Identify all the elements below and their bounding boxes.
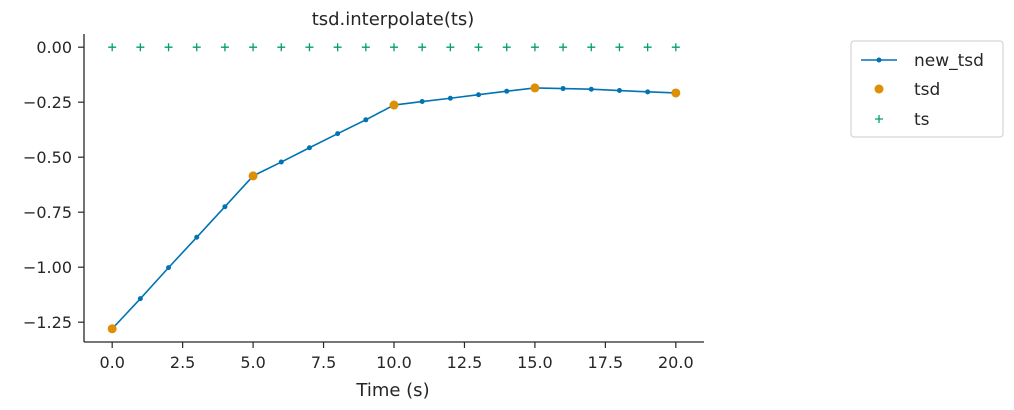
series-new-tsd-point — [560, 86, 566, 92]
series-new-tsd-point — [166, 265, 172, 271]
series-ts-point — [446, 43, 455, 52]
chart-title: tsd.interpolate(ts) — [312, 9, 475, 30]
x-tick-label: 20.0 — [658, 353, 694, 372]
y-tick-label: −0.25 — [23, 93, 72, 112]
series-new-tsd-point — [194, 234, 200, 240]
series-ts-point — [192, 43, 201, 52]
series-new-tsd-point — [335, 131, 341, 137]
series-ts-point — [559, 43, 568, 52]
legend: new_tsd tsd ts — [850, 40, 1004, 138]
series-ts-point — [277, 43, 286, 52]
series-ts-point — [587, 43, 596, 52]
legend-label-tsd: tsd — [914, 80, 940, 100]
series-ts-point — [671, 43, 680, 52]
legend-label-new-tsd: new_tsd — [914, 51, 984, 71]
series-new-tsd-point — [476, 92, 482, 98]
series-ts-point — [220, 43, 229, 52]
legend-ts-plus-icon — [875, 115, 883, 123]
legend-new-tsd-dot-icon — [876, 57, 882, 63]
y-ticks: 0.00 −0.25 −0.50 −0.75 −1.00 −1.25 — [23, 38, 84, 332]
series-new-tsd-point — [306, 145, 312, 151]
x-tick-label: 5.0 — [240, 353, 265, 372]
series-ts-point — [615, 43, 624, 52]
x-axis-label: Time (s) — [355, 380, 429, 401]
series-ts-point — [249, 43, 258, 52]
series-ts-point — [418, 43, 427, 52]
series-ts-point — [530, 43, 539, 52]
x-tick-label: 10.0 — [376, 353, 412, 372]
x-ticks: 0.0 2.5 5.0 7.5 10.0 12.5 15.0 17.5 20.0 — [99, 342, 694, 372]
series-new-tsd-point — [645, 89, 651, 95]
y-tick-label: −0.50 — [23, 148, 72, 167]
series-ts-point — [502, 43, 511, 52]
series-new-tsd-point — [419, 99, 425, 105]
legend-tsd-marker-icon — [874, 84, 884, 94]
plot-area — [107, 43, 681, 334]
series-new-tsd-point — [363, 117, 369, 123]
x-tick-label: 15.0 — [517, 353, 553, 372]
series-tsd-point — [389, 100, 399, 110]
legend-label-ts: ts — [914, 110, 930, 130]
series-new-tsd-point — [588, 86, 594, 92]
x-tick-label: 7.5 — [311, 353, 336, 372]
x-tick-label: 17.5 — [588, 353, 624, 372]
series-new-tsd-point — [447, 95, 453, 101]
series-new-tsd-point — [616, 88, 622, 94]
series-ts-point — [361, 43, 370, 52]
series-new-tsd-line — [111, 87, 676, 330]
series-tsd-point — [530, 83, 540, 93]
x-tick-label: 2.5 — [170, 353, 195, 372]
series-ts-point — [108, 43, 117, 52]
series-new-tsd-point — [137, 296, 143, 302]
series-new-tsd-point — [278, 159, 284, 165]
series-ts-point — [474, 43, 483, 52]
series-tsd-point — [248, 171, 258, 181]
y-tick-label: −1.25 — [23, 313, 72, 332]
legend-frame — [850, 40, 1004, 138]
y-tick-label: −0.75 — [23, 203, 72, 222]
series-ts-point — [164, 43, 173, 52]
series-new-tsd-point — [504, 88, 510, 94]
series-tsd-point — [671, 88, 681, 98]
series-new-tsd-point — [222, 204, 228, 210]
series-ts-point — [643, 43, 652, 52]
y-tick-label: 0.00 — [36, 38, 72, 57]
x-tick-label: 0.0 — [99, 353, 124, 372]
series-ts-point — [136, 43, 145, 52]
series-ts-point — [305, 43, 314, 52]
series-tsd-point — [107, 324, 117, 334]
x-tick-label: 12.5 — [447, 353, 483, 372]
series-ts-point — [390, 43, 398, 52]
series-ts-point — [333, 43, 342, 52]
y-tick-label: −1.00 — [23, 258, 72, 277]
